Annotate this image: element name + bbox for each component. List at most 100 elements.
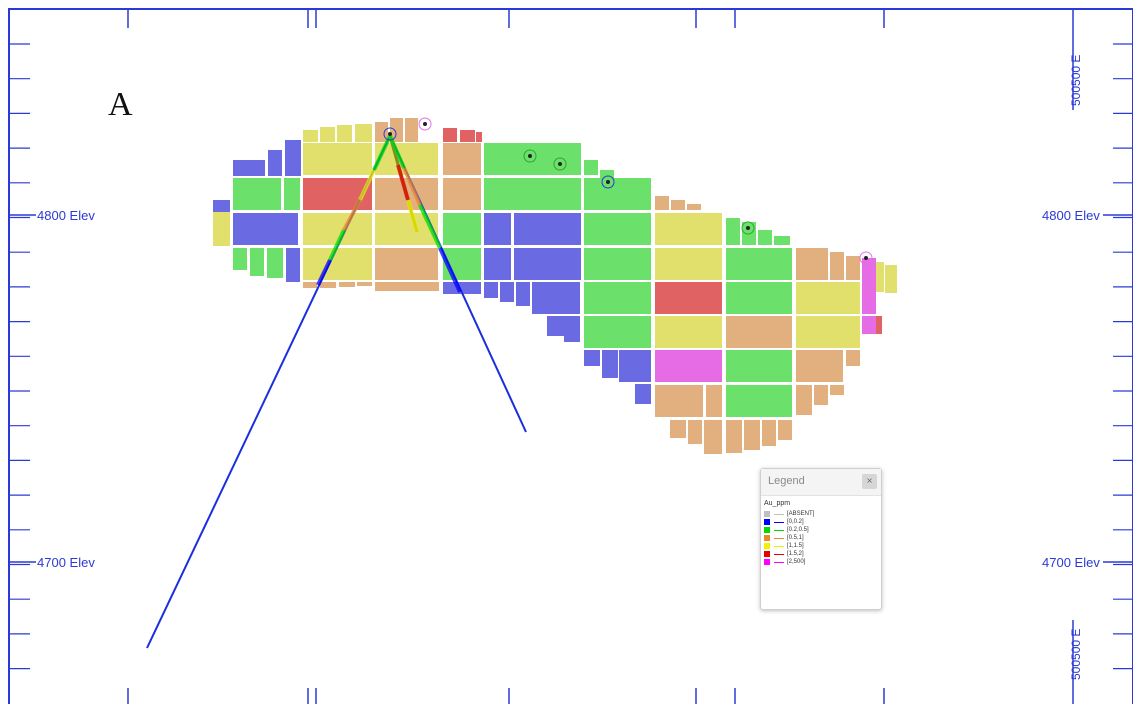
model-block [862, 316, 876, 334]
model-block [726, 218, 740, 245]
model-block [796, 248, 828, 280]
model-block [584, 316, 651, 348]
legend-swatch [764, 543, 770, 549]
model-block [862, 282, 876, 314]
model-block [233, 160, 265, 176]
legend-item: [0.5,1] [764, 534, 881, 542]
model-block [619, 350, 651, 382]
model-block [876, 316, 882, 334]
collar-marker [741, 221, 755, 235]
model-block [484, 282, 498, 298]
elevation-label-4800-left: 4800 Elev [37, 208, 95, 223]
collar-point [528, 154, 532, 158]
model-block [213, 212, 230, 246]
legend-item: [0.2,0.5] [764, 526, 881, 534]
model-block [500, 282, 514, 302]
model-block [565, 282, 580, 314]
model-block [584, 160, 598, 175]
assay-segment [316, 259, 332, 286]
legend-item-label: [0,0.2] [787, 519, 804, 525]
model-block [268, 150, 282, 176]
model-block [250, 248, 264, 276]
legend-line-sample [774, 513, 784, 515]
legend-line-sample [774, 537, 784, 539]
model-block [655, 248, 722, 280]
model-block [303, 130, 318, 142]
collar-point [746, 226, 750, 230]
model-block [443, 213, 481, 245]
legend-item-label: [2,500] [787, 559, 806, 565]
model-block [405, 118, 418, 142]
legend-close-button[interactable]: × [862, 474, 877, 489]
block-model [213, 118, 897, 454]
model-block [655, 385, 703, 417]
easting-label-top: 500500 E [1069, 54, 1083, 106]
legend-swatch [764, 559, 770, 565]
model-block [670, 420, 686, 438]
model-block [233, 213, 298, 245]
model-block [830, 385, 844, 395]
legend-swatch [764, 519, 770, 525]
legend-header[interactable]: Legend × [761, 469, 881, 496]
model-block [584, 213, 651, 245]
model-block [687, 204, 701, 210]
model-block [584, 350, 600, 366]
model-block [375, 248, 438, 280]
model-block [303, 248, 372, 280]
model-block [726, 385, 792, 417]
model-block [688, 420, 702, 444]
model-block [267, 248, 283, 278]
model-block [655, 282, 722, 314]
collar-marker [523, 149, 537, 163]
collar-point [606, 180, 610, 184]
assay-segment [418, 204, 442, 249]
easting-label-bottom: 500500 E [1069, 628, 1083, 680]
model-block [443, 128, 457, 142]
legend-items: [ABSENT] [0,0.2] [0.2,0.5] [0.5,1] [1,1.5] [1… [761, 510, 881, 566]
legend-item-label: [ABSENT] [787, 511, 815, 517]
model-block [876, 262, 884, 292]
legend-field-name: Au_ppm [764, 500, 791, 507]
model-block [443, 282, 481, 294]
legend-line-sample [774, 529, 784, 531]
legend-panel[interactable]: Legend × Au_ppm [ABSENT] [0,0.2] [0.2,0.5]… [760, 468, 882, 610]
model-block [460, 130, 475, 142]
legend-item-label: [1,1.5] [787, 543, 804, 549]
model-block [337, 125, 352, 142]
model-block [320, 127, 335, 142]
collar-point [558, 162, 562, 166]
collar-marker [418, 117, 432, 131]
model-block [762, 420, 776, 446]
model-block [584, 178, 651, 210]
model-block [484, 213, 511, 245]
legend-line-sample [774, 553, 784, 555]
model-block [862, 258, 876, 282]
model-block [484, 178, 581, 210]
model-block [443, 178, 481, 210]
model-block [726, 350, 792, 382]
model-block [284, 178, 300, 210]
legend-swatch [764, 511, 770, 517]
legend-item: [1.5,2] [764, 550, 881, 558]
assay-segment [328, 229, 346, 261]
elevation-label-4700-left: 4700 Elev [37, 555, 95, 570]
legend-swatch [764, 527, 770, 533]
model-block [885, 265, 897, 293]
legend-item: [ABSENT] [764, 510, 881, 518]
collar-marker [383, 127, 397, 141]
panel-label: A [108, 86, 133, 123]
model-block [796, 282, 860, 314]
model-block [796, 316, 860, 348]
legend-item: [1,1.5] [764, 542, 881, 550]
model-block [744, 420, 760, 450]
model-block [320, 282, 336, 288]
model-block [303, 143, 372, 175]
legend-item-label: [0.2,0.5] [787, 527, 809, 533]
model-block [706, 385, 722, 417]
collar-marker [601, 175, 615, 189]
model-block [726, 282, 792, 314]
model-block [357, 282, 372, 286]
model-block [830, 252, 844, 280]
model-block [303, 178, 372, 210]
